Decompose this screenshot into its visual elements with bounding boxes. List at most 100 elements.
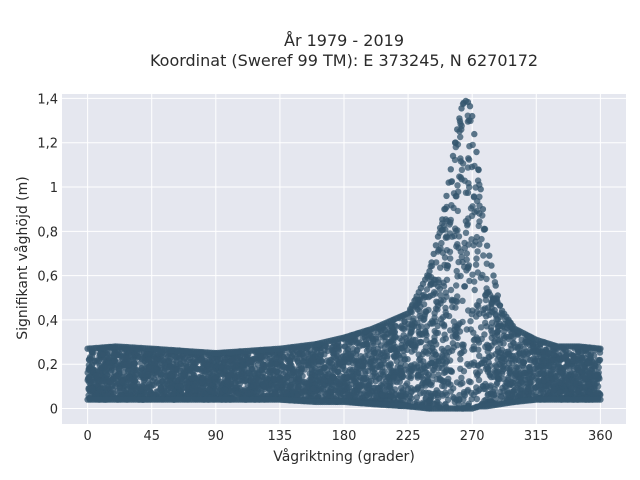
scatter-point: [391, 374, 398, 381]
scatter-point: [458, 105, 465, 112]
scatter-point: [581, 364, 588, 371]
scatter-point: [490, 272, 497, 279]
scatter-point: [433, 361, 440, 368]
scatter-point: [263, 361, 270, 368]
scatter-point: [414, 339, 422, 347]
scatter-point: [268, 364, 275, 371]
scatter-point: [174, 383, 181, 390]
scatter-point: [251, 369, 258, 376]
scatter-point: [212, 385, 220, 393]
scatter-point: [439, 314, 447, 321]
y-axis-ticks: 00,20,40,60,811,21,4: [37, 92, 58, 417]
scatter-point: [433, 298, 440, 305]
scatter-point: [422, 389, 430, 396]
scatter-point: [571, 370, 578, 378]
scatter-point: [420, 294, 428, 301]
scatter-point: [493, 363, 500, 370]
scatter-point: [471, 162, 478, 170]
scatter-point: [370, 368, 377, 376]
scatter-point: [232, 384, 239, 391]
scatter-point: [396, 378, 403, 385]
scatter-point: [345, 393, 352, 401]
scatter-point: [293, 355, 301, 362]
scatter-point: [528, 385, 536, 392]
scatter-point: [295, 374, 302, 382]
scatter-point: [382, 327, 389, 334]
scatter-point: [474, 370, 481, 378]
scatter-point: [199, 379, 206, 386]
scatter-point: [400, 325, 408, 333]
scatter-point: [463, 267, 470, 274]
scatter-point: [382, 338, 389, 346]
scatter-point: [467, 326, 474, 333]
scatter-point: [176, 353, 183, 360]
scatter-point: [323, 357, 331, 364]
scatter-point: [298, 350, 305, 357]
x-tick-label: 45: [143, 429, 160, 444]
scatter-point: [275, 369, 283, 376]
scatter-point: [454, 126, 461, 133]
y-axis-label: Signifikant våghöjd (m): [14, 176, 31, 339]
scatter-point: [449, 152, 457, 160]
scatter-point: [453, 243, 460, 250]
scatter-point: [458, 349, 465, 356]
scatter-point: [405, 368, 412, 375]
scatter-point: [477, 186, 484, 193]
scatter-point: [469, 271, 476, 278]
scatter-point: [378, 361, 385, 368]
scatter-point: [472, 261, 480, 268]
scatter-point: [401, 343, 408, 350]
x-tick-label: 135: [267, 429, 292, 444]
scatter-point: [356, 373, 363, 381]
scatter-point: [540, 366, 547, 374]
scatter-point: [466, 103, 474, 110]
scatter-point: [167, 385, 174, 392]
scatter-point: [474, 248, 481, 255]
scatter-point: [474, 177, 482, 184]
scatter-point: [242, 377, 249, 384]
scatter-point: [302, 362, 310, 369]
scatter-point: [349, 360, 357, 367]
scatter-point: [504, 324, 511, 332]
scatter-point: [318, 393, 326, 400]
scatter-point: [423, 323, 431, 330]
scatter-point: [585, 381, 592, 388]
scatter-point: [526, 365, 534, 372]
x-axis-ticks: 0 45 90 135 180 225 270 315 360: [83, 429, 612, 444]
scatter-point: [444, 378, 452, 386]
scatter-point: [482, 292, 489, 299]
scatter-point: [298, 389, 305, 396]
scatter-point: [494, 327, 502, 335]
scatter-point: [106, 354, 113, 361]
scatter-point: [452, 304, 459, 311]
scatter-point: [570, 357, 577, 364]
scatter-point: [487, 382, 494, 389]
scatter-point: [144, 371, 152, 378]
scatter-point: [239, 362, 246, 369]
scatter-point: [535, 378, 542, 386]
scatter-point: [494, 356, 501, 363]
scatter-point: [85, 361, 93, 369]
scatter-point: [456, 115, 463, 122]
scatter-point: [553, 357, 561, 365]
x-tick-label: 315: [524, 429, 549, 444]
scatter-point: [200, 389, 207, 397]
scatter-point: [455, 322, 462, 329]
scatter-point: [378, 381, 385, 389]
scatter-point: [479, 206, 487, 213]
scatter-point: [346, 354, 353, 362]
scatter-point: [320, 376, 327, 383]
scatter-point: [519, 358, 526, 366]
scatter-point: [424, 350, 431, 357]
scatter-point: [132, 375, 139, 383]
scatter-point: [501, 352, 508, 359]
scatter-points: [84, 97, 604, 412]
scatter-point: [359, 334, 366, 341]
scatter-point: [448, 296, 455, 303]
scatter-point: [439, 351, 446, 359]
scatter-point: [443, 293, 450, 300]
scatter-point: [250, 382, 257, 389]
scatter-point: [388, 388, 395, 395]
scatter-point: [427, 281, 434, 289]
scatter-point: [444, 262, 452, 269]
